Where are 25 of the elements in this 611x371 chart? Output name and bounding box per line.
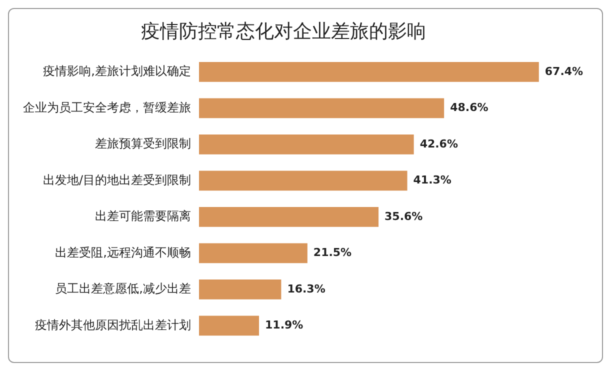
bar [199,279,282,300]
data-label: 42.6% [420,137,458,150]
data-label: 35.6% [384,210,423,223]
bar [199,206,379,227]
data-label: 48.6% [450,101,488,114]
chart-title: 疫情防控常态化对企业差旅的影响 [141,20,426,42]
data-label: 21.5% [313,246,352,260]
bar [199,134,414,154]
y-tick-label: 员工出差意愿低,减少出差 [55,282,191,296]
y-tick-label: 出差可能需要隔离 [95,209,191,224]
bar [199,316,260,336]
y-tick-label: 出发地/目的地出差受到限制 [42,172,191,187]
bar [199,98,444,118]
data-label: 16.3% [287,282,326,296]
data-label: 41.3% [413,174,452,187]
y-tick-label: 差旅预算受到限制 [95,136,191,151]
y-tick-label: 疫情外其他原因扰乱出差计划 [35,318,191,332]
y-tick-label: 疫情影响,差旅计划难以确定 [43,64,191,78]
y-tick-label: 出差受阻,远程沟通不顺畅 [55,245,191,260]
data-label: 11.9% [265,318,304,332]
bar [199,62,539,82]
bar [199,243,308,264]
y-tick-label: 企业为员工安全考虑，暂缓差旅 [23,100,191,114]
data-label: 67.4% [544,64,584,78]
bar [199,170,408,191]
